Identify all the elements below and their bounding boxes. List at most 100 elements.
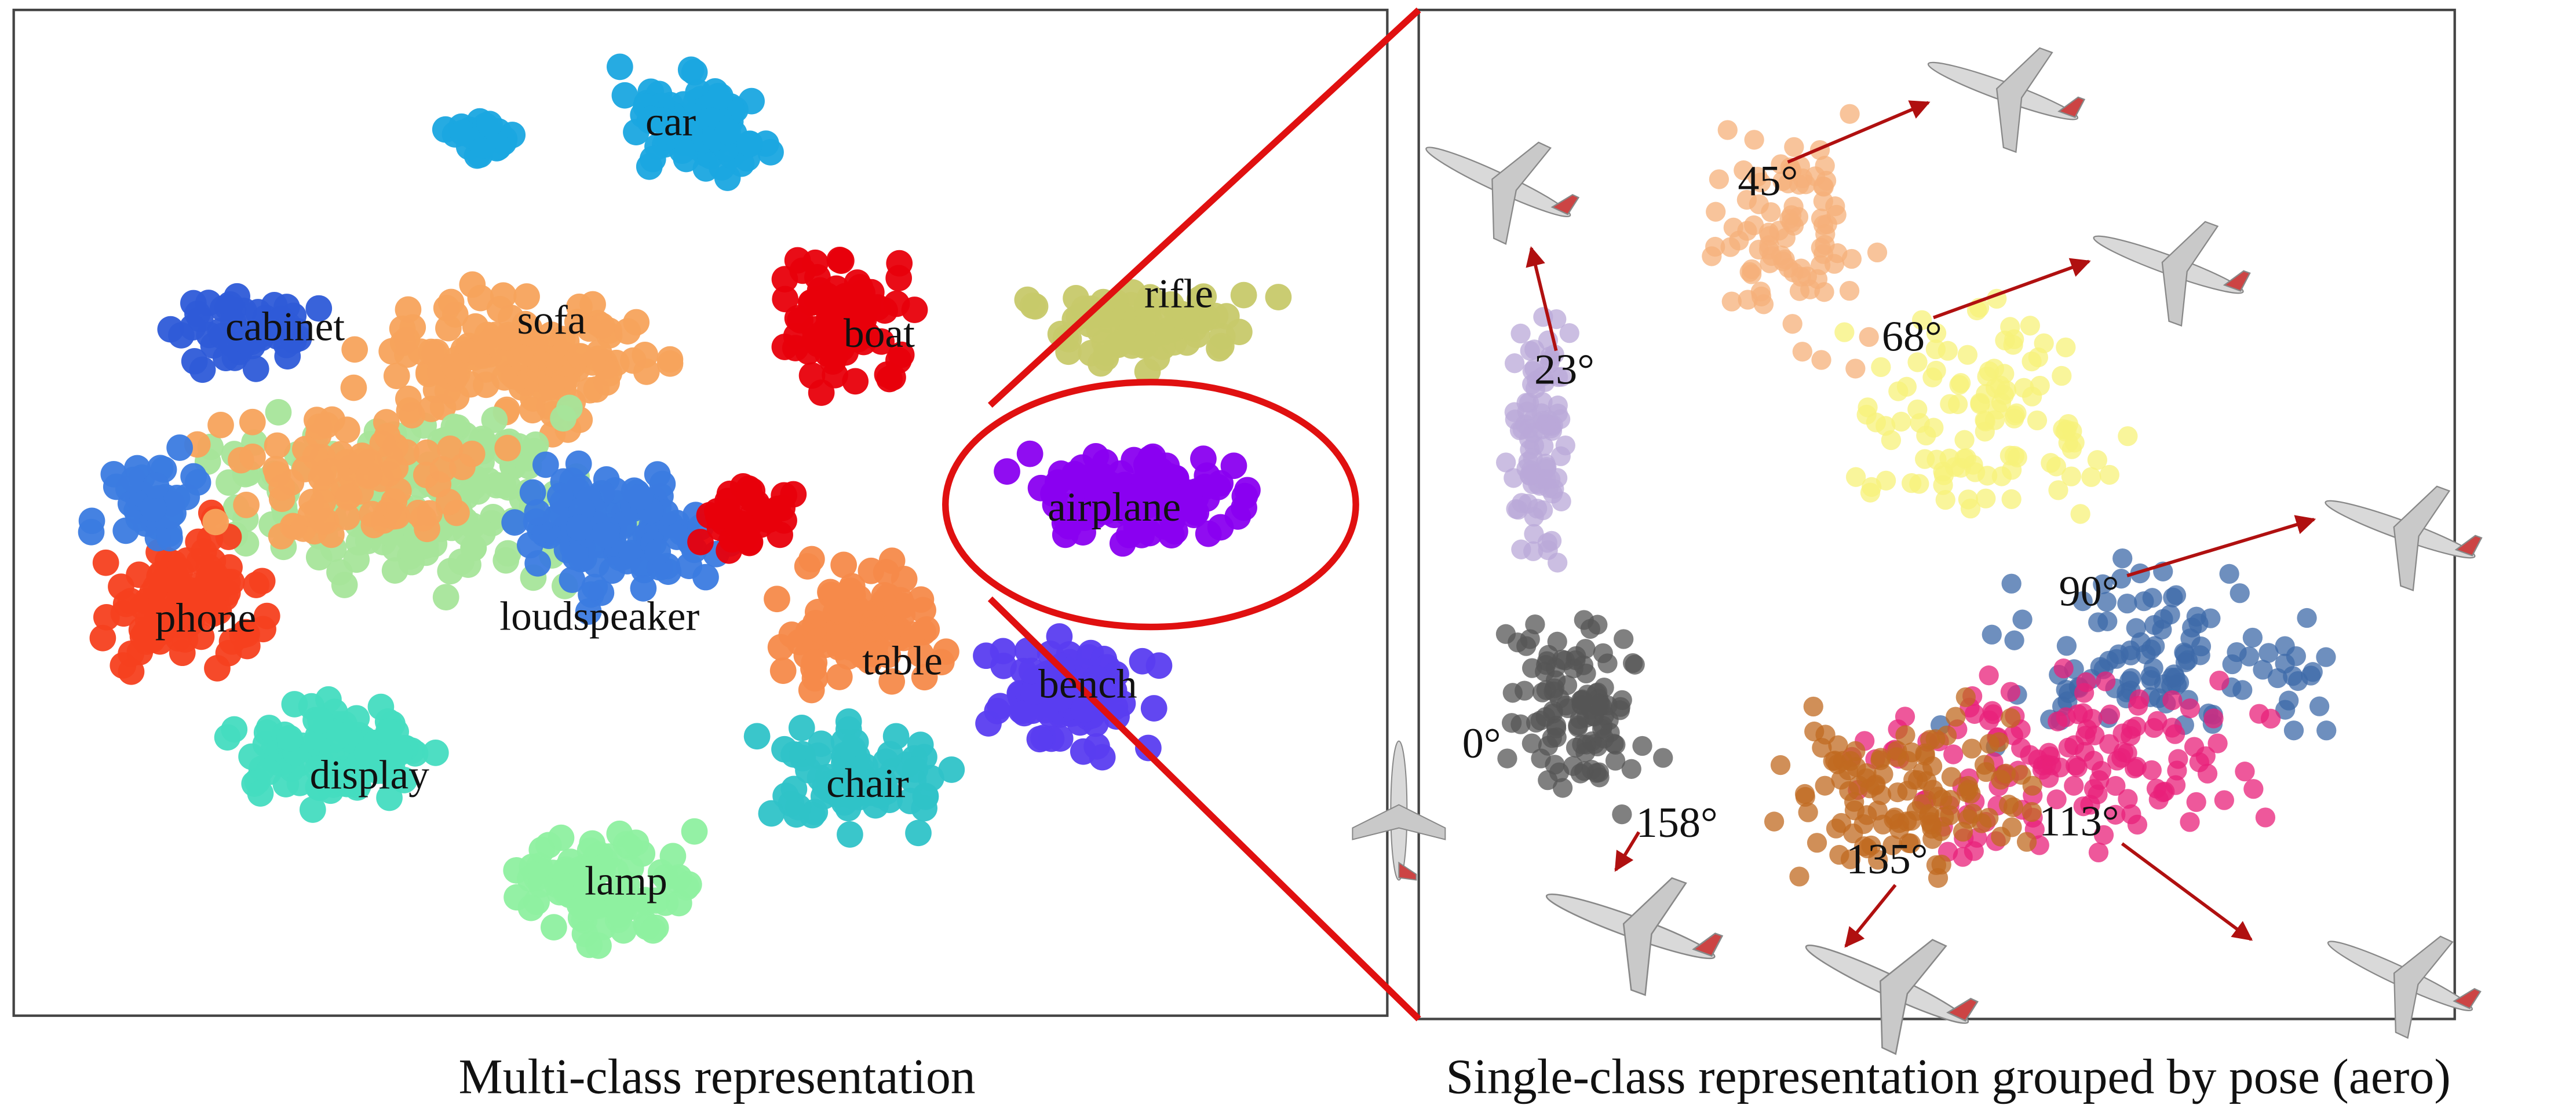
- embedding-dot: [1538, 770, 1557, 790]
- embedding-dot: [378, 338, 405, 365]
- embedding-dot: [180, 463, 207, 490]
- embedding-dot: [2081, 467, 2101, 487]
- embedding-dot: [2243, 779, 2263, 799]
- embedding-dot: [2163, 588, 2183, 608]
- embedding-dot: [1510, 714, 1530, 734]
- embedding-dot: [309, 508, 336, 535]
- embedding-dot: [1538, 540, 1557, 560]
- embedding-dot: [874, 361, 901, 388]
- pose-label: 113°: [2039, 797, 2119, 845]
- embedding-dot: [1512, 419, 1532, 439]
- embedding-dot: [113, 591, 140, 617]
- embedding-dot: [1994, 364, 2014, 383]
- embedding-dot: [1512, 493, 1531, 513]
- embedding-dot: [589, 313, 615, 339]
- embedding-dot: [1881, 430, 1901, 450]
- embedding-dot: [528, 837, 555, 863]
- embedding-dot: [1954, 430, 1974, 450]
- embedding-dot: [1831, 813, 1851, 833]
- embedding-dot: [835, 708, 862, 735]
- embedding-dot: [375, 718, 402, 745]
- embedding-dot: [2128, 815, 2147, 835]
- embedding-dot: [1588, 696, 1608, 716]
- embedding-dot: [842, 368, 869, 394]
- embedding-dot: [1564, 658, 1583, 678]
- embedding-dot: [1771, 246, 1791, 265]
- embedding-dot: [2000, 317, 2020, 336]
- embedding-dot: [307, 707, 334, 734]
- embedding-dot: [562, 544, 589, 570]
- embedding-dot: [2201, 608, 2220, 628]
- airplane-icon: [1526, 840, 1735, 1013]
- embedding-dot: [1902, 742, 1921, 762]
- embedding-dot: [767, 522, 793, 548]
- embedding-dot: [1924, 418, 1943, 437]
- embedding-dot: [1800, 280, 1820, 299]
- embedding-dot: [341, 375, 367, 401]
- airplane-icon: [2307, 452, 2493, 606]
- embedding-dot: [368, 694, 395, 720]
- embedding-dot: [2203, 708, 2223, 728]
- caption: Single-class representation grouped by p…: [1446, 1049, 2451, 1104]
- embedding-dot: [1956, 687, 1976, 707]
- pose-label: 45°: [1738, 158, 1798, 205]
- embedding-dot: [837, 821, 863, 848]
- class-label: car: [645, 98, 696, 144]
- embedding-dot: [418, 339, 444, 365]
- embedding-dot: [2073, 703, 2093, 723]
- embedding-dot: [2297, 608, 2316, 628]
- embedding-dot: [1541, 470, 1560, 489]
- embedding-dot: [585, 346, 611, 372]
- class-label: lamp: [585, 858, 667, 904]
- embedding-dot: [1523, 448, 1542, 467]
- embedding-dot: [1520, 466, 1539, 485]
- embedding-dot: [2118, 426, 2137, 446]
- embedding-dot: [1815, 725, 1835, 744]
- embedding-dot: [650, 471, 676, 497]
- embedding-dot: [2182, 617, 2202, 637]
- embedding-dot: [468, 285, 494, 312]
- embedding-dot: [1958, 776, 1978, 796]
- embedding-dot: [779, 621, 805, 648]
- embedding-dot: [169, 639, 196, 666]
- embedding-dot: [2316, 647, 2336, 667]
- embedding-dot: [385, 478, 412, 504]
- class-label: boat: [844, 310, 915, 356]
- embedding-dot: [640, 146, 666, 173]
- embedding-dot: [565, 451, 592, 477]
- embedding-dot: [202, 509, 229, 536]
- embedding-dot: [1860, 482, 1880, 502]
- embedding-dot: [973, 642, 999, 669]
- embedding-dot: [382, 557, 408, 584]
- embedding-dot: [2164, 664, 2184, 684]
- embedding-dot: [438, 289, 465, 316]
- embedding-dot: [1796, 787, 1815, 807]
- embedding-dot: [1940, 394, 1960, 414]
- caption: Multi-class representation: [459, 1049, 976, 1104]
- embedding-dot: [566, 514, 593, 541]
- embedding-dot: [1793, 342, 1812, 361]
- embedding-dot: [2017, 832, 2037, 851]
- embedding-dot: [2064, 776, 2084, 796]
- embedding-dot: [519, 397, 546, 423]
- embedding-dot: [1133, 452, 1160, 478]
- embedding-dot: [2122, 719, 2141, 738]
- embedding-dot: [494, 435, 521, 462]
- embedding-dot: [2174, 643, 2194, 663]
- embedding-dot: [334, 504, 360, 530]
- embedding-dot: [2284, 720, 2304, 740]
- embedding-dot: [1888, 381, 1908, 401]
- embedding-dot: [2002, 574, 2022, 594]
- embedding-dot: [572, 921, 599, 947]
- embedding-dot: [2005, 446, 2024, 466]
- embedding-dot: [714, 118, 741, 145]
- embedding-dot: [1517, 401, 1537, 421]
- embedding-dot: [1902, 473, 1921, 493]
- embedding-dot: [276, 725, 303, 752]
- airplane-icon: [1352, 741, 1445, 880]
- embedding-dot: [676, 871, 702, 898]
- airplane-icon: [2075, 188, 2261, 342]
- wing: [1855, 927, 1946, 1054]
- embedding-dot: [770, 657, 797, 684]
- embedding-dot: [2056, 338, 2075, 357]
